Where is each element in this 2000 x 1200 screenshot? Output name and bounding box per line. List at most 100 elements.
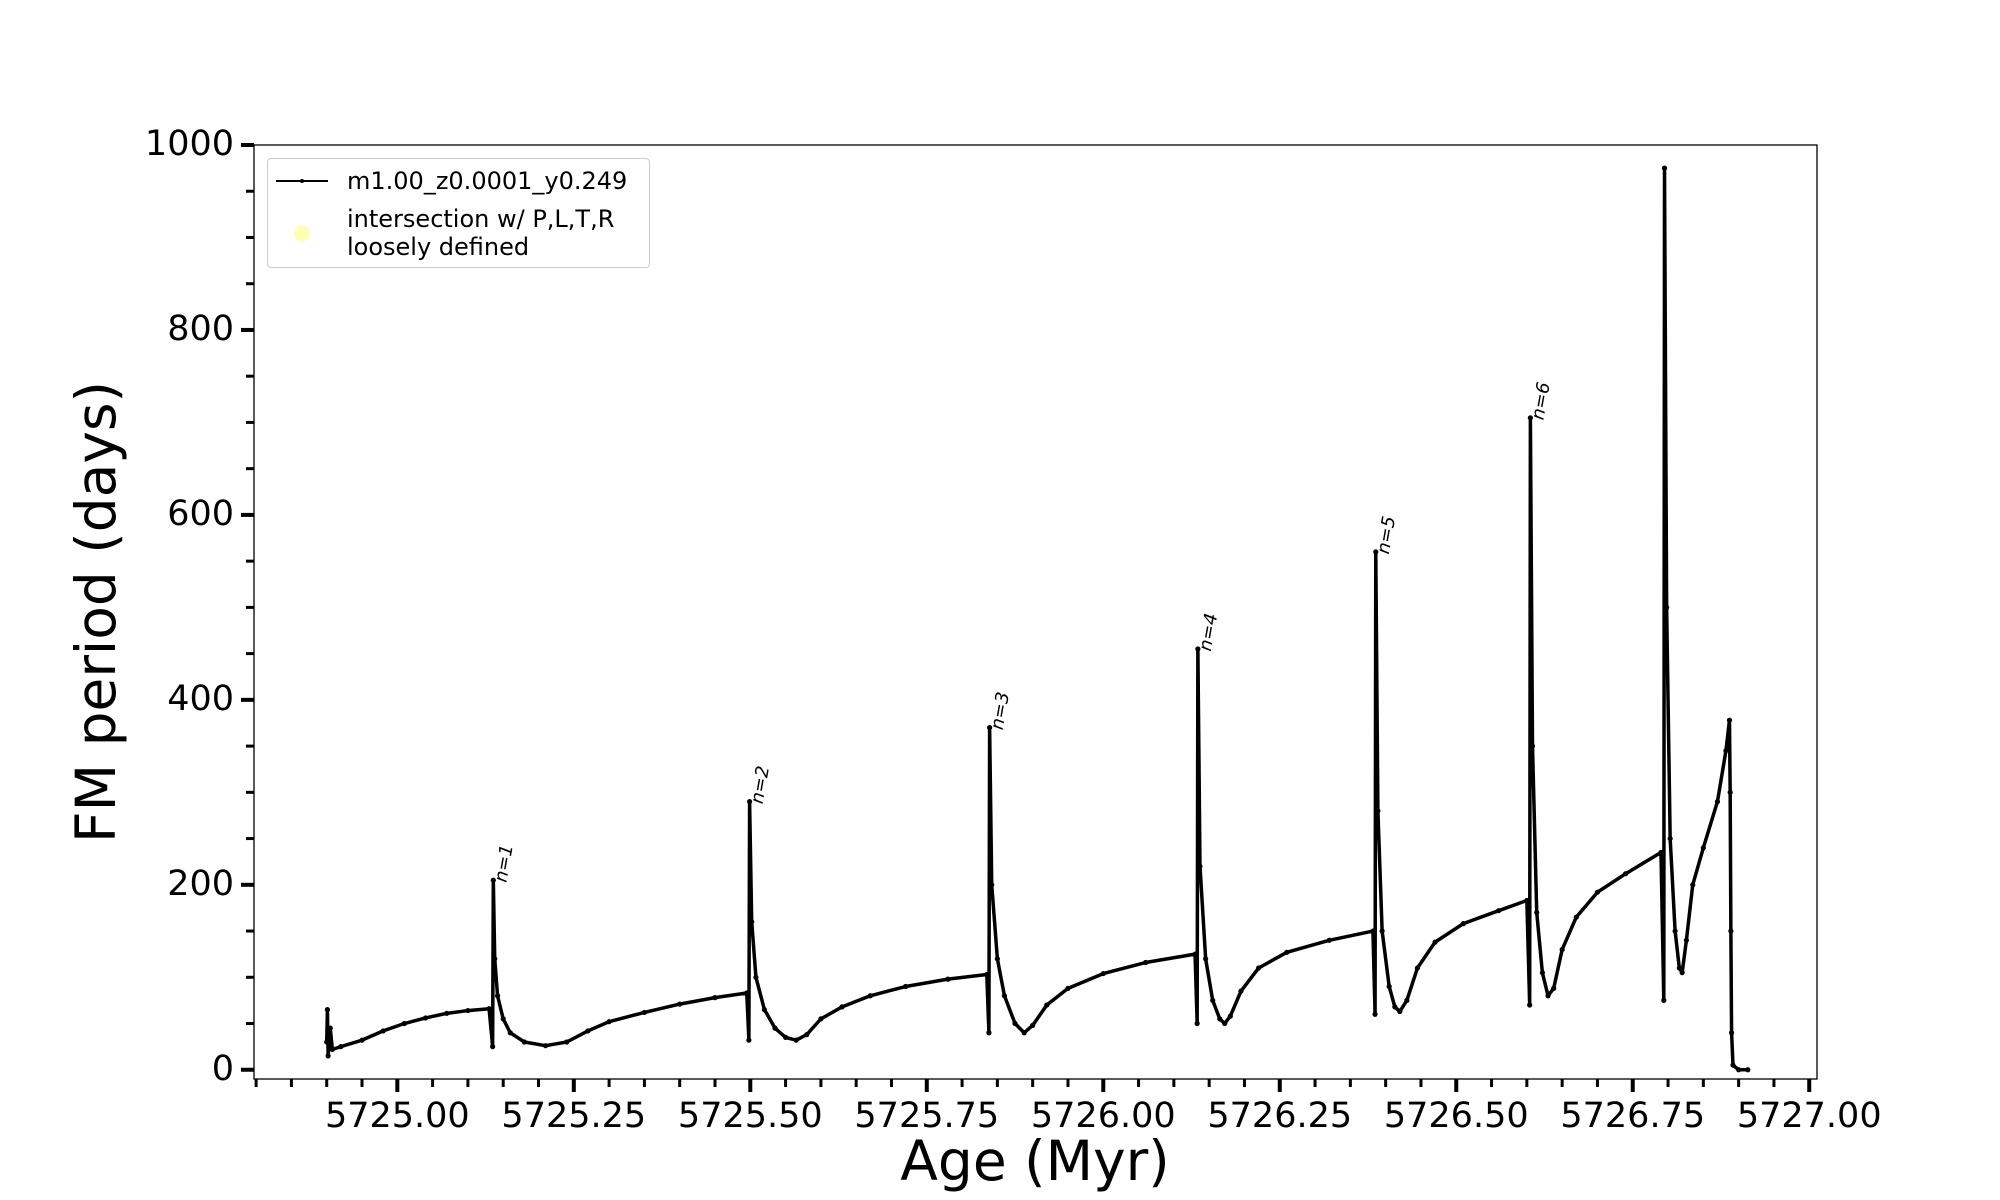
- annotation: n=1: [490, 843, 517, 884]
- data-point: [712, 995, 718, 1001]
- data-point: [1679, 970, 1685, 976]
- data-point: [1460, 921, 1466, 927]
- data-point: [749, 919, 755, 925]
- data-point: [1529, 743, 1536, 749]
- data-point: [1227, 1013, 1233, 1019]
- data-point: [1012, 1020, 1018, 1027]
- data-point: [989, 882, 995, 888]
- data-point: [1730, 1062, 1736, 1068]
- data-point: [746, 1037, 752, 1043]
- data-point: [1238, 988, 1244, 994]
- data-point: [1404, 997, 1410, 1003]
- data-point: [1524, 897, 1530, 904]
- plot-frame: [253, 144, 1818, 1080]
- data-point: [753, 974, 759, 980]
- data-point: [542, 1043, 549, 1049]
- data-point: [1379, 928, 1385, 934]
- data-point: [1373, 549, 1379, 555]
- data-point: [1594, 889, 1601, 895]
- data-point: [1728, 928, 1734, 934]
- data-point: [994, 956, 1000, 962]
- y-tick-label: 200: [167, 864, 234, 904]
- y-tick-label: 600: [167, 494, 234, 534]
- x-tick-label: 5726.00: [1031, 1096, 1176, 1136]
- data-point: [1714, 798, 1721, 805]
- data-point: [492, 956, 498, 962]
- data-point: [444, 1010, 450, 1016]
- y-tick-label: 1000: [145, 124, 234, 164]
- data-point: [1210, 997, 1216, 1003]
- annotation: n=4: [1195, 612, 1222, 653]
- data-point: [359, 1037, 365, 1043]
- data-point: [1222, 1020, 1228, 1027]
- data-point: [1192, 951, 1198, 957]
- data-point: [1326, 937, 1332, 943]
- data-point: [1728, 1030, 1735, 1036]
- legend-label: intersection w/ P,L,T,R loosely defined: [347, 205, 615, 261]
- data-point: [1527, 415, 1533, 421]
- data-point: [867, 993, 873, 999]
- data-point: [1700, 845, 1706, 851]
- data-point: [1203, 956, 1209, 962]
- annotation: n=6: [1528, 381, 1555, 422]
- legend-label: m1.00_z0.0001_y0.249: [347, 167, 628, 195]
- data-point: [606, 1019, 612, 1025]
- data-point: [1545, 993, 1551, 999]
- annotation: n=2: [747, 764, 774, 805]
- data-point: [327, 1025, 333, 1031]
- data-point: [1661, 997, 1667, 1003]
- data-point: [793, 1037, 799, 1043]
- x-tick-label: 5727.00: [1737, 1096, 1882, 1136]
- data-point: [1143, 959, 1149, 966]
- annotation: n=5: [1373, 515, 1400, 556]
- data-point: [486, 1006, 492, 1012]
- data-point: [1414, 965, 1421, 971]
- data-point: [490, 1044, 496, 1050]
- data-point: [380, 1028, 386, 1034]
- data-point: [839, 1004, 845, 1010]
- data-point: [1736, 1067, 1742, 1073]
- annotation: n=3: [987, 690, 1014, 731]
- data-point: [986, 1030, 992, 1036]
- data-point: [329, 1046, 335, 1053]
- data-point: [1386, 983, 1392, 990]
- data-point: [324, 1039, 330, 1045]
- data-line: [324, 166, 1748, 1072]
- data-point: [746, 798, 753, 805]
- data-point: [744, 990, 750, 996]
- data-point: [1661, 165, 1668, 171]
- data-point: [1726, 717, 1733, 723]
- data-point: [1030, 1022, 1036, 1028]
- data-point: [1284, 949, 1290, 955]
- data-point: [1551, 985, 1557, 991]
- data-point: [1527, 1002, 1533, 1008]
- data-point: [1217, 1016, 1223, 1022]
- data-point: [1623, 871, 1629, 877]
- y-tick-label: 400: [167, 679, 234, 719]
- y-tick-label: 800: [167, 309, 234, 349]
- data-point: [1197, 863, 1203, 869]
- data-point: [641, 1009, 647, 1016]
- data-point: [1375, 808, 1381, 814]
- x-tick-label: 5726.25: [1207, 1096, 1352, 1136]
- data-point: [521, 1039, 527, 1045]
- y-axis-label: FM period (days): [64, 381, 128, 843]
- x-tick-label: 5725.50: [678, 1096, 823, 1136]
- legend: m1.00_z0.0001_y0.249 intersection w/ P,L,…: [267, 158, 650, 268]
- data-point: [422, 1015, 429, 1021]
- data-point: [324, 1007, 331, 1013]
- data-point: [1044, 1002, 1050, 1008]
- data-point: [945, 976, 951, 982]
- legend-dot: [300, 179, 304, 183]
- data-point: [1065, 985, 1071, 991]
- data-point: [1723, 748, 1729, 754]
- data-point: [1672, 928, 1678, 934]
- data-point: [1658, 849, 1664, 856]
- data-point: [818, 1016, 824, 1022]
- legend-marker: [294, 225, 310, 241]
- data-point: [1100, 970, 1106, 977]
- data-point: [1195, 646, 1201, 652]
- data-point: [804, 1032, 810, 1038]
